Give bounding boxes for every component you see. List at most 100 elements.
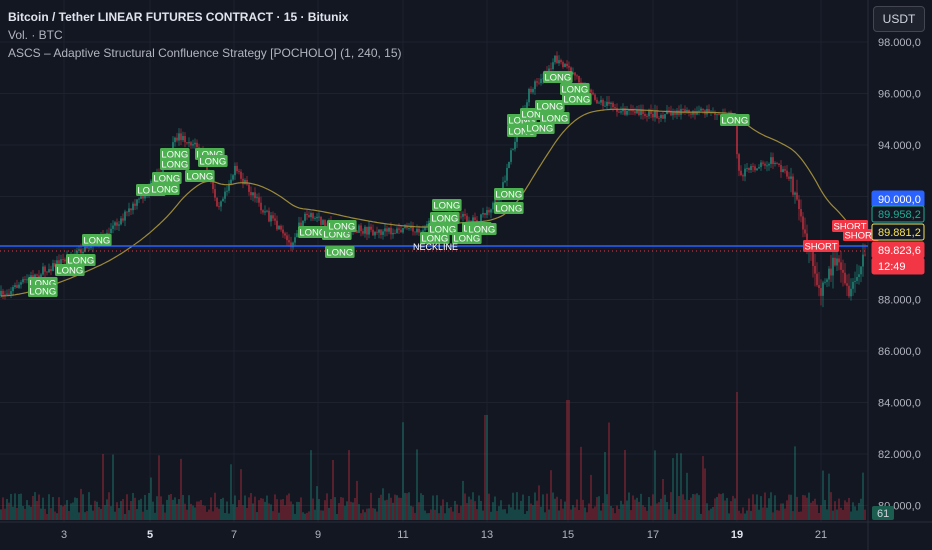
indicator-legend[interactable]: ASCS – Adaptive Structural Confluence St… — [8, 46, 402, 60]
candle-body — [782, 169, 784, 173]
price-tick-label: 88.000,0 — [878, 295, 921, 307]
volume-bar — [20, 493, 22, 520]
candle-body — [322, 220, 324, 225]
volume-legend[interactable]: Vol. · BTC — [8, 28, 63, 42]
long-signal-label: LONG — [325, 246, 355, 259]
volume-bar — [642, 505, 644, 520]
volume-bar — [242, 505, 244, 520]
volume-bar — [72, 502, 74, 520]
candle-body — [364, 226, 366, 234]
volume-bar — [122, 498, 124, 520]
volume-bar — [356, 480, 358, 520]
volume-bar — [428, 513, 430, 520]
volume-bar — [12, 506, 14, 520]
candle-body — [654, 110, 656, 118]
volume-bar — [476, 509, 478, 520]
candle-body — [604, 105, 606, 107]
volume-bar — [352, 502, 354, 520]
volume-bar — [70, 503, 72, 520]
volume-bar — [766, 507, 768, 520]
symbol-title[interactable]: Bitcoin / Tether LINEAR FUTURES CONTRACT… — [8, 10, 349, 24]
candle-body — [276, 220, 278, 230]
volume-bar — [44, 508, 46, 520]
volume-bar — [38, 494, 40, 520]
volume-bar — [132, 492, 134, 520]
volume-bar — [418, 502, 420, 520]
candle-body — [648, 109, 650, 117]
candle-body — [392, 232, 394, 235]
currency-button[interactable]: USDT — [873, 6, 925, 32]
long-signal-label-text: LONG — [29, 279, 56, 290]
candle-body — [124, 211, 126, 221]
volume-bar — [86, 511, 88, 520]
candle-body — [114, 222, 116, 226]
volume-bar — [236, 507, 238, 520]
volume-bar — [208, 509, 210, 520]
candle-body — [116, 222, 118, 226]
long-signal-label-text: LONG — [526, 124, 553, 135]
volume-bar — [540, 506, 542, 520]
candle-body — [142, 196, 144, 199]
time-axis[interactable]: 3 5 7 9 11 13 15 17 19 21 — [61, 529, 827, 541]
candle-body — [858, 274, 860, 278]
candle-body — [540, 78, 542, 84]
volume-bar — [822, 470, 824, 520]
long-signal-label-text: LONG — [431, 214, 458, 225]
volume-bar — [126, 494, 128, 520]
time-tick-label: 9 — [315, 529, 321, 541]
volume-bar — [420, 493, 422, 520]
long-signal-label-box — [494, 188, 524, 200]
volume-bar — [258, 500, 260, 520]
price-axis[interactable]: 98.000,096.000,094.000,092.000,090.000,0… — [878, 37, 921, 513]
candle-body — [404, 226, 406, 228]
candle-body — [472, 217, 474, 224]
candle-body — [530, 88, 532, 93]
volume-bar — [178, 499, 180, 520]
long-signal-label: LONG — [525, 122, 555, 135]
candle-body — [736, 118, 738, 155]
candle-body — [814, 265, 816, 274]
candle-body — [526, 102, 528, 109]
volume-bar — [632, 495, 634, 520]
short-signal-label: SHORT — [803, 240, 839, 253]
candle-body — [798, 199, 800, 210]
volume-bar — [536, 500, 538, 520]
candle-body — [410, 226, 412, 229]
volume-bar — [174, 497, 176, 520]
volume-bar — [46, 513, 48, 520]
volume-bar — [652, 494, 654, 520]
candle-body — [304, 213, 306, 221]
volume-bar — [554, 498, 556, 520]
time-tick-label: 11 — [397, 529, 408, 541]
volume-bar — [226, 501, 228, 520]
long-signal-label: LONG — [327, 220, 357, 233]
candle-body — [266, 210, 268, 212]
candle-body — [828, 268, 830, 280]
candle-body — [296, 233, 298, 238]
volume-bar — [736, 392, 738, 520]
candle-body — [762, 162, 764, 164]
volume-bar — [482, 510, 484, 520]
volume-bar — [106, 499, 108, 520]
volume-bar — [360, 513, 362, 520]
price-candles — [0, 51, 868, 308]
short-signal-label-text: SHORT — [833, 222, 866, 233]
long-signal-label-text: LONG — [186, 172, 213, 183]
candle-body — [262, 210, 264, 213]
volume-bar — [650, 505, 652, 520]
volume-bar — [630, 510, 632, 520]
volume-bar — [74, 497, 76, 520]
volume-bar — [92, 510, 94, 520]
long-signal-label: LONG — [560, 83, 590, 96]
volume-bar — [510, 507, 512, 520]
candle-body — [758, 167, 760, 169]
volume-tag-box — [872, 506, 894, 520]
long-signal-label-text: LONG — [67, 256, 94, 267]
volume-bar — [724, 500, 726, 520]
candle-body — [42, 266, 44, 275]
volume-bar — [760, 496, 762, 520]
candle-body — [302, 220, 304, 227]
candle-body — [236, 165, 238, 172]
candle-body — [288, 240, 290, 243]
